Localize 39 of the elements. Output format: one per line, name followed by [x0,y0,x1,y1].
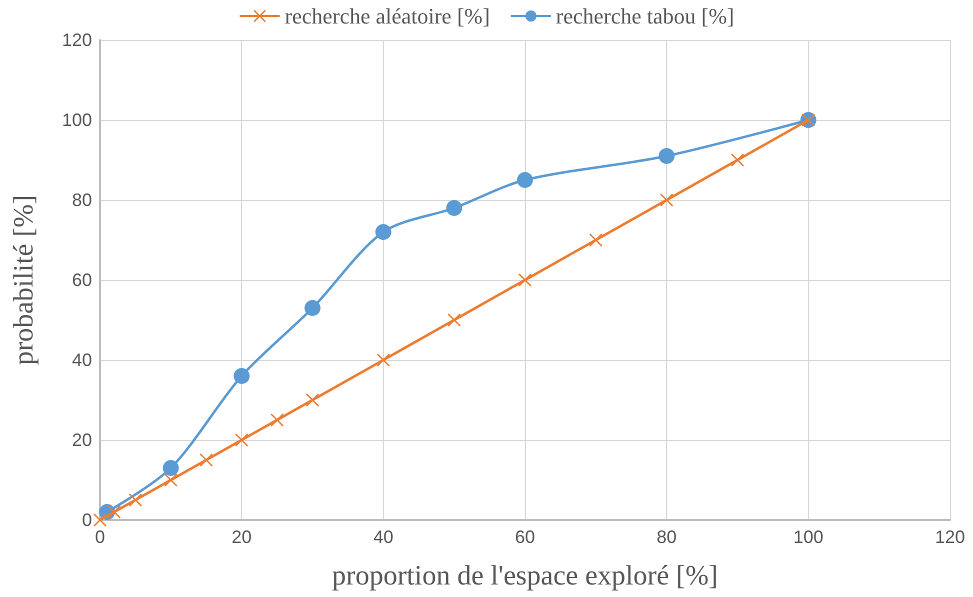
x-tick-label: 20 [232,527,252,547]
point [234,433,248,447]
point [304,300,320,316]
point [128,493,142,507]
x-axis-title: proportion de l'espace exploré [%] [332,560,718,592]
y-tick-label: 20 [72,430,92,450]
point [270,413,284,427]
point [164,473,178,487]
point [589,233,603,247]
x-tick-label: 100 [793,527,824,547]
point [306,393,320,407]
legend-label: recherche aléatoire [%] [284,4,490,28]
point [375,224,392,240]
y-tick-label: 120 [62,30,92,50]
x-tick-label: 120 [934,527,966,547]
y-tick-label: 100 [62,110,92,130]
y-tick-label: 60 [72,270,92,290]
point [234,368,250,384]
y-axis-title: probabilité [%] [8,194,40,366]
point [447,313,461,327]
y-tick-label: 80 [72,190,92,210]
x-tick-label: 40 [373,527,394,547]
point [517,172,533,188]
point [730,153,744,167]
legend-label: recherche tabou [%] [556,4,734,28]
point [446,200,462,216]
y-tick-label: 0 [82,510,92,530]
y-tick-label: 40 [72,350,92,370]
point [162,460,179,476]
x-tick-label: 0 [94,527,106,547]
point [200,453,213,467]
point [107,505,121,519]
x-tick-label: 60 [514,527,536,547]
x-tick-label: 80 [656,527,677,547]
point [660,193,674,207]
point [658,148,675,164]
point [518,273,532,287]
point [376,353,390,367]
point [93,513,107,527]
